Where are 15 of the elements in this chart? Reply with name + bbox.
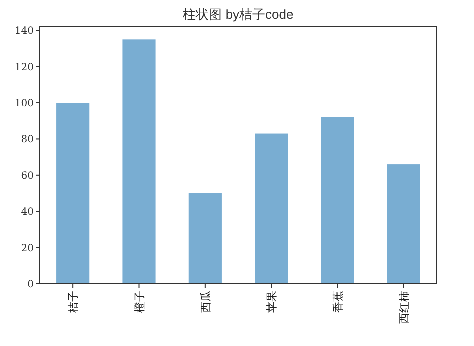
chart-title: 柱状图 by桔子code [183, 7, 294, 22]
x-tick-label: 香蕉 [332, 291, 345, 313]
x-tick-label: 橙子 [134, 291, 146, 313]
y-tick-label: 80 [21, 134, 34, 146]
y-tick-label: 140 [14, 26, 34, 38]
y-tick-label: 60 [21, 170, 34, 182]
y-tick-label: 0 [28, 280, 34, 290]
x-tick-label: 西红柿 [398, 291, 411, 324]
y-tick-label: 20 [21, 243, 34, 254]
x-tick-label: 西瓜 [199, 291, 212, 313]
x-tick-label: 桔子 [67, 291, 80, 314]
x-tick-label: 苹果 [266, 291, 279, 313]
y-tick-label: 100 [14, 98, 34, 110]
y-tick-label: 120 [14, 62, 34, 74]
y-tick-label: 40 [21, 207, 34, 218]
